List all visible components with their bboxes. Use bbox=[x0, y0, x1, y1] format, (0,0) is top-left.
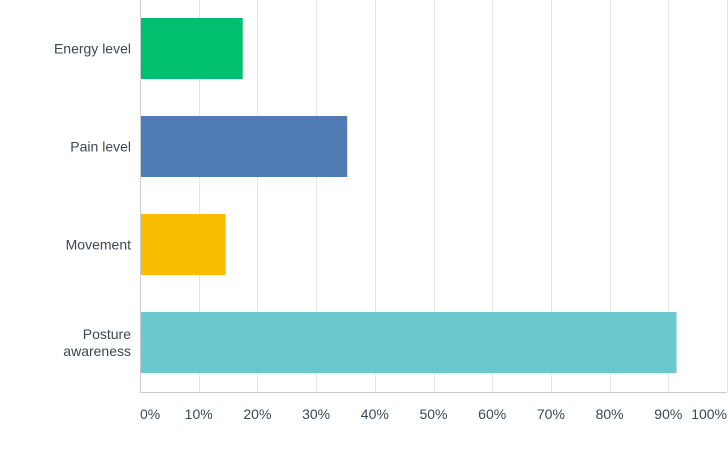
bar-1 bbox=[140, 116, 348, 177]
x-tick-label: 80% bbox=[596, 406, 624, 422]
bar-2 bbox=[140, 214, 226, 275]
axes bbox=[140, 0, 727, 393]
category-label-line: awareness bbox=[63, 343, 131, 359]
x-tick-label: 20% bbox=[243, 406, 271, 422]
category-label-line: Energy level bbox=[54, 41, 131, 57]
x-tick-label: 60% bbox=[478, 406, 506, 422]
category-label-line: Movement bbox=[66, 237, 131, 253]
x-tick-label: 10% bbox=[185, 406, 213, 422]
x-tick-label: 30% bbox=[302, 406, 330, 422]
bars bbox=[140, 18, 677, 373]
x-tick-label: 70% bbox=[537, 406, 565, 422]
category-label-3: Posture awareness bbox=[63, 326, 131, 359]
category-label-line: Pain level bbox=[70, 139, 131, 155]
x-tick-label: 50% bbox=[419, 406, 447, 422]
x-tick-label: 40% bbox=[361, 406, 389, 422]
category-label-2: Movement bbox=[66, 237, 131, 253]
category-labels: Energy level Pain level Movement Posture awa… bbox=[54, 41, 131, 360]
bar-3 bbox=[140, 312, 677, 373]
tick-labels: 0% 10% 20% 30% 40% 50% 60% 70% 80% 90% 100% bbox=[140, 406, 727, 422]
bar-0 bbox=[140, 18, 243, 79]
category-label-1: Pain level bbox=[70, 139, 131, 155]
x-tick-label: 0% bbox=[140, 406, 160, 422]
x-tick-label: 100% bbox=[691, 406, 727, 422]
category-label-0: Energy level bbox=[54, 41, 131, 57]
category-label-line: Posture bbox=[83, 326, 131, 342]
x-tick-label: 90% bbox=[654, 406, 682, 422]
